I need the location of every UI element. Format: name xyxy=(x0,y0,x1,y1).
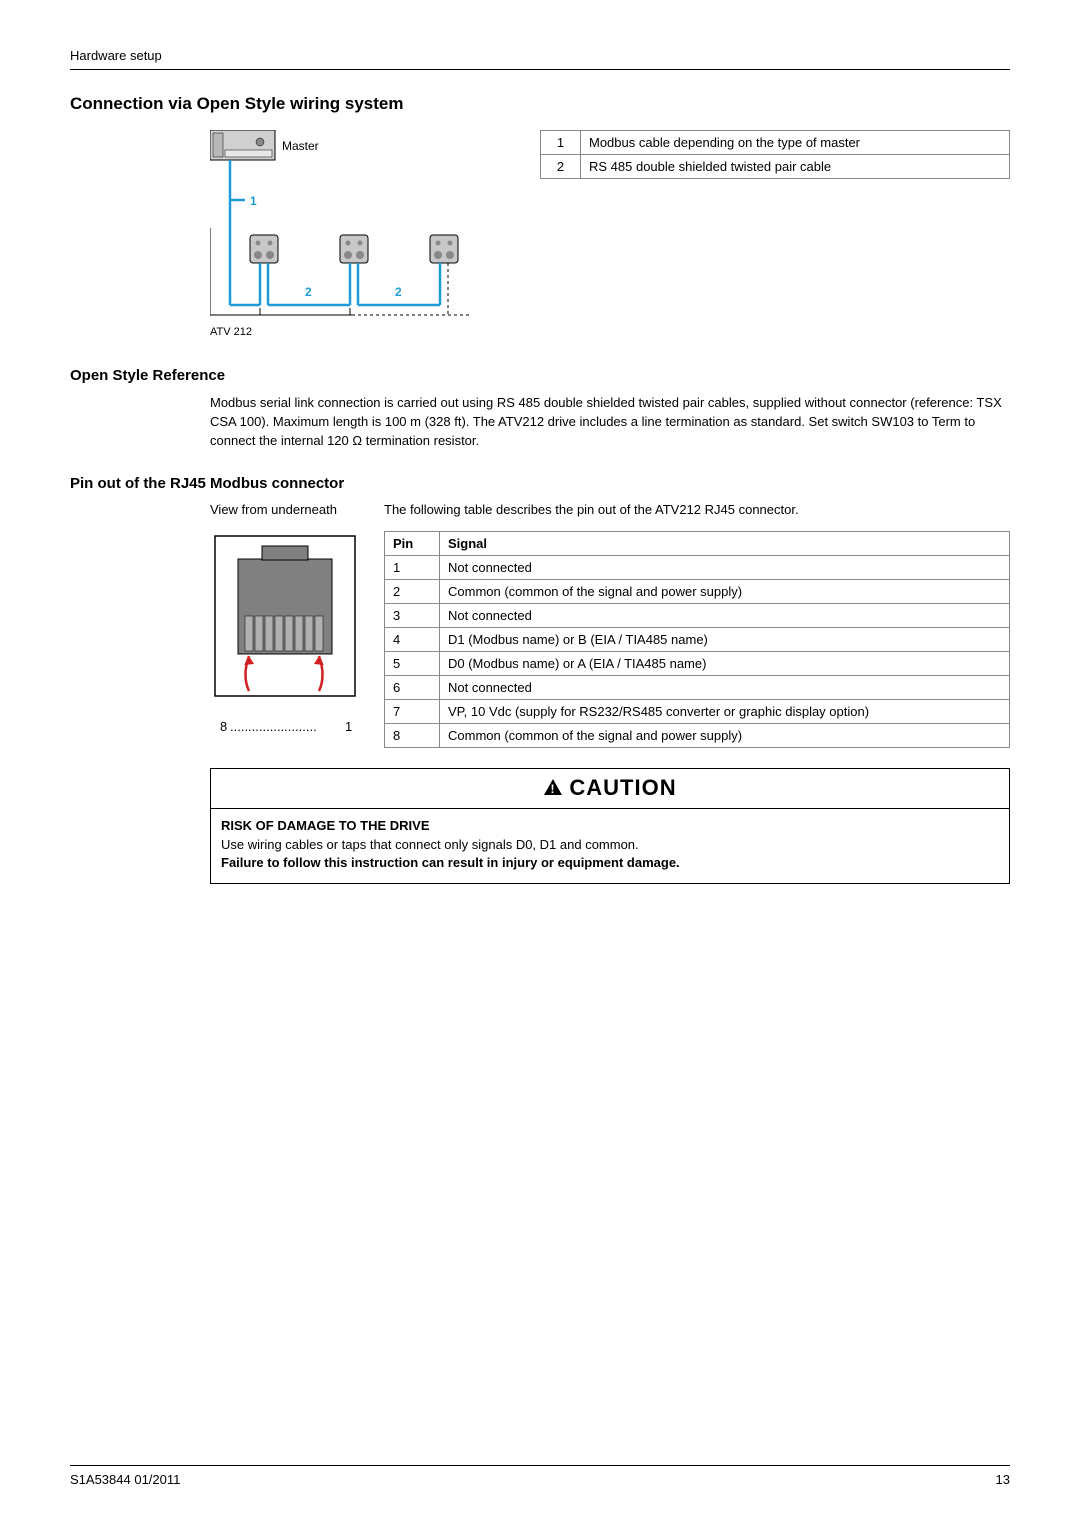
cable-row-num: 1 xyxy=(541,131,581,155)
cable-table: 1 Modbus cable depending on the type of … xyxy=(540,130,1010,179)
signal-cell: Not connected xyxy=(440,603,1010,627)
open-style-diagram: Master 1 xyxy=(70,130,480,343)
footer-rule xyxy=(70,1465,1010,1466)
pin-table-intro: The following table describes the pin ou… xyxy=(384,502,1010,517)
wire1-label: 1 xyxy=(250,194,257,208)
caution-line1: Use wiring cables or taps that connect o… xyxy=(221,836,999,855)
caution-line2: Failure to follow this instruction can r… xyxy=(221,854,999,873)
caution-header: ! CAUTION xyxy=(211,769,1009,809)
caution-box: ! CAUTION RISK OF DAMAGE TO THE DRIVE Us… xyxy=(210,768,1010,885)
wire2-label-a: 2 xyxy=(305,285,312,299)
atv-label: ATV 212 xyxy=(210,326,252,338)
rj45-diagram: 8 ........................ 1 xyxy=(70,531,360,744)
caution-subtitle: RISK OF DAMAGE TO THE DRIVE xyxy=(221,817,999,836)
pin-table: Pin Signal 1Not connected 2Common (commo… xyxy=(384,531,1010,748)
cable-row-num: 2 xyxy=(541,155,581,179)
rj45-svg: 8 ........................ 1 xyxy=(210,531,360,741)
header-rule xyxy=(70,69,1010,70)
pin-cell: 4 xyxy=(385,627,440,651)
open-style-paragraph: Modbus serial link connection is carried… xyxy=(70,394,1010,451)
pin-cell: 8 xyxy=(385,723,440,747)
pin-cell: 3 xyxy=(385,603,440,627)
section-title-2: Open Style Reference xyxy=(70,367,1010,384)
signal-header: Signal xyxy=(440,531,1010,555)
view-label: View from underneath xyxy=(210,502,360,517)
footer-page: 13 xyxy=(996,1472,1010,1487)
pin-cell: 2 xyxy=(385,579,440,603)
wiring-diagram-svg: Master 1 xyxy=(210,130,480,340)
cable-row-desc: Modbus cable depending on the type of ma… xyxy=(581,131,1010,155)
rj45-pin1-label: 1 xyxy=(345,719,352,734)
pin-cell: 7 xyxy=(385,699,440,723)
pin-header: Pin xyxy=(385,531,440,555)
section-title-1: Connection via Open Style wiring system xyxy=(70,94,1010,114)
rj45-pin8-label: 8 xyxy=(220,719,227,734)
page-footer: S1A53844 01/2011 13 xyxy=(70,1465,1010,1487)
pin-cell: 5 xyxy=(385,651,440,675)
warning-icon: ! xyxy=(543,776,563,802)
master-label: Master xyxy=(282,139,319,153)
pin-cell: 1 xyxy=(385,555,440,579)
wire2-label-b: 2 xyxy=(395,285,402,299)
signal-cell: D0 (Modbus name) or A (EIA / TIA485 name… xyxy=(440,651,1010,675)
pin-cell: 6 xyxy=(385,675,440,699)
signal-cell: Common (common of the signal and power s… xyxy=(440,723,1010,747)
section-title-3: Pin out of the RJ45 Modbus connector xyxy=(70,475,1010,492)
svg-text:........................: ........................ xyxy=(230,719,317,734)
header-section: Hardware setup xyxy=(70,48,1010,63)
signal-cell: D1 (Modbus name) or B (EIA / TIA485 name… xyxy=(440,627,1010,651)
caution-title: CAUTION xyxy=(569,775,676,800)
signal-cell: Not connected xyxy=(440,675,1010,699)
signal-cell: Common (common of the signal and power s… xyxy=(440,579,1010,603)
signal-cell: Not connected xyxy=(440,555,1010,579)
svg-text:!: ! xyxy=(551,782,556,796)
cable-row-desc: RS 485 double shielded twisted pair cabl… xyxy=(581,155,1010,179)
signal-cell: VP, 10 Vdc (supply for RS232/RS485 conve… xyxy=(440,699,1010,723)
footer-doc: S1A53844 01/2011 xyxy=(70,1472,180,1487)
